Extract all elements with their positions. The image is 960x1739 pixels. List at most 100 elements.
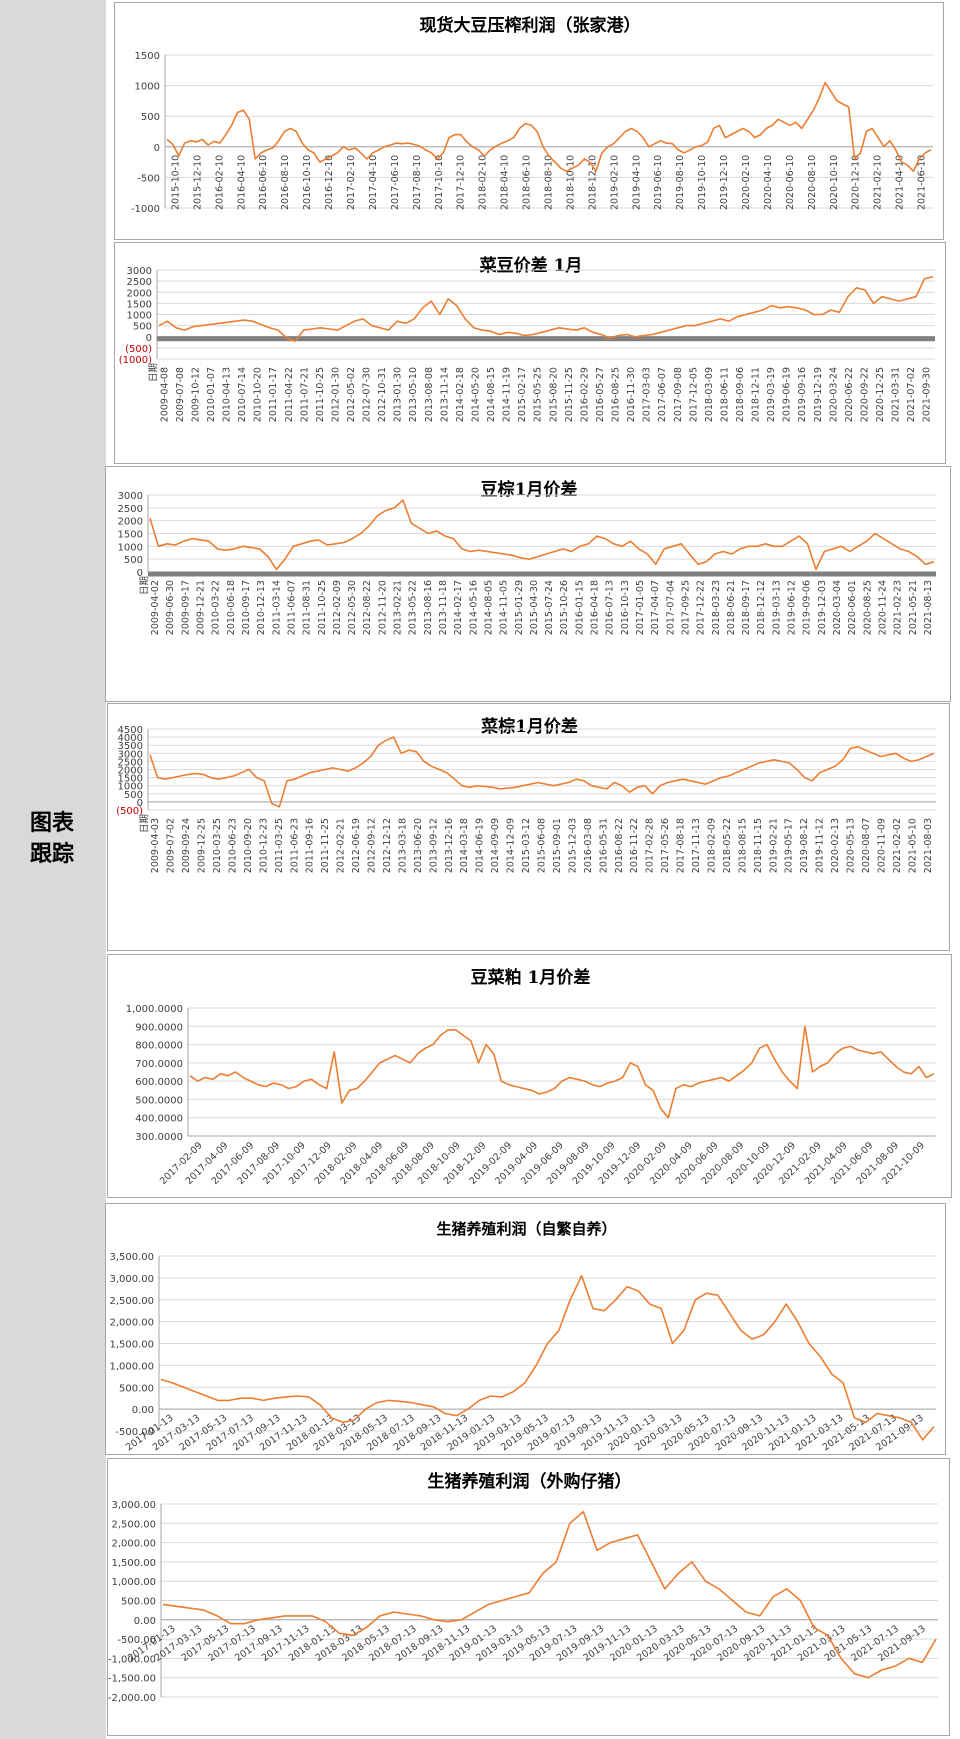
x-tick-label: 2014-02-18 [455,367,466,422]
y-tick-label: 3000 [118,491,143,502]
x-tick-label: 2018-03-23 [711,580,722,635]
y-tick-label: 400.0000 [135,1114,183,1125]
x-tick-label: 2021-08-13 [923,580,934,635]
y-tick-label: 2,500.00 [109,1296,154,1307]
y-tick-label: 4000 [118,733,143,744]
y-tick-label: 2,000.00 [111,1539,156,1550]
x-tick-label: 2010-10-20 [253,367,264,422]
x-tick-label: 2014-02-17 [453,580,464,635]
y-tick-label: 3500 [118,741,143,752]
chart-1: 现货大豆压榨利润（张家港） -1000 -500 0 500 1000 1500 2015-1… [131,15,933,215]
x-tick-label: 2018-04-10 [500,155,511,210]
y-tick-label: -1,500.00 [108,1674,156,1685]
x-tick-label: 2018-12-10 [587,155,598,210]
x-tick-label: 2013-05-22 [408,580,419,635]
x-tick-label: 2010-06-18 [226,580,237,635]
x-tick-label: 2018-06-21 [726,580,737,635]
x-tick-label: 2017-12-22 [696,580,707,635]
y-tick-label: 500.00 [121,1597,156,1608]
x-tick-label: 2015-06-08 [537,818,548,873]
x-tick-label: 2015-12-03 [567,818,578,873]
x-tick-label: 2017-12-10 [456,155,467,210]
x-tick-label: 2018-08-10 [544,155,555,210]
x-tick-label: 2019-06-12 [787,580,798,635]
y-tick-label: 700.0000 [135,1059,183,1070]
x-tick-label: 2019-08-10 [675,155,686,210]
x-tick-label: 2018-06-11 [719,367,730,422]
x-tick-label: 2018-03-09 [704,367,715,422]
y-tick-label: 1,000.00 [109,1361,154,1372]
x-tick-label: 2009-07-08 [175,367,186,422]
y-tick-label: 500.0000 [135,1095,183,1106]
x-tick-label: 2019-02-10 [609,155,620,210]
x-tick-label: 2011-06-23 [289,818,300,873]
x-tick-label: 2018-10-10 [565,155,576,210]
chart-panel-6: 生猪养殖利润（自繁自养） -500.00 0.00 500.00 1,000.00 1,5… [105,1203,946,1455]
x-tick-label: 2016-10-13 [620,580,631,635]
y-tick-label: 900.0000 [135,1022,183,1033]
x-tick-label: 2009-09-17 [180,580,191,635]
x-tick-label: 2015-09-01 [552,818,563,873]
x-tick-label: 2021-05-10 [907,818,918,873]
series-line [160,1274,935,1441]
x-tick-label: 2016-06-10 [258,155,269,210]
x-tick-label: 2020-09-22 [859,367,870,422]
x-tick-label: 2015-03-12 [521,818,532,873]
x-tick-label: 2014-11-05 [499,580,510,635]
y-tick-label: 1500 [118,530,143,541]
x-tick-label: 2010-09-17 [241,580,252,635]
x-tick-label: 2018-06-10 [522,155,533,210]
y-tick-label: (500) [116,806,143,817]
x-tick-label: 2010-03-22 [211,580,222,635]
x-tick-label: 2017-01-05 [635,580,646,635]
x-tick-label: 2020-05-13 [846,818,857,873]
chart-title: 现货大豆压榨利润（张家港） [420,15,641,36]
x-tick-label: 2018-12-11 [751,367,762,422]
chart-6: 生猪养殖利润（自繁自养） -500.00 0.00 500.00 1,000.00 1,5… [109,1220,936,1453]
x-tick-label: 2021-04-10 [895,155,906,210]
x-tick-label: 2009-04-02 [150,580,161,635]
y-tick-label: 0.00 [134,1616,156,1627]
x-tick-label: 2013-03-18 [397,818,408,873]
x-tick-label: 2013-12-16 [444,818,455,873]
x-tick-label: 2018-12-12 [756,580,767,635]
x-tick-label: 2017-07-04 [665,580,676,635]
x-tick-label: 2021-09-30 [922,367,933,422]
y-tick-label: 2,500.00 [111,1519,156,1530]
x-tick-label: 2009-04-03 [150,818,161,873]
x-tick-label: 2021-06-10 [917,155,928,210]
chart-4: 菜棕1月价差(500)05001000150020002500300035004… [116,716,936,873]
y-tick-label: -1000 [131,204,160,215]
y-tick-label: 1000 [118,782,143,793]
x-tick-label: 2020-08-10 [807,155,818,210]
x-tick-label: 2017-02-10 [346,155,357,210]
x-tick-label: 2015-12-10 [192,155,203,210]
y-tick-label: 0 [137,568,143,579]
x-tick-label: 2018-11-15 [753,818,764,873]
y-tick-label: 1,000.0000 [126,1004,183,1015]
chart-7: 生猪养殖利润（外购仔猪） -2,000.00 -1,500.00 -1,000.00 -… [108,1471,938,1704]
y-tick-label: -500.00 [117,1635,156,1646]
x-tick-label: 2010-07-14 [237,367,248,422]
x-tick-label: 2014-11-19 [502,367,513,422]
x-tick-label: 2016-04-10 [236,155,247,210]
series-line [189,1025,935,1119]
x-tick-label: 2017-05-26 [660,818,671,873]
x-tick-label: 2015-04-30 [529,580,540,635]
x-tick-label: 2017-09-25 [680,580,691,635]
x-tick-label: 2010-12-23 [258,818,269,873]
series-line [149,736,935,808]
x-tick-label: 2016-05-31 [598,818,609,873]
x-tick-label: 2017-06-10 [390,155,401,210]
x-tick-label: 2018-08-15 [737,818,748,873]
y-tick-label: 1500 [135,51,160,62]
x-tick-label: 2017-04-10 [368,155,379,210]
x-tick-label: 2020-10-10 [829,155,840,210]
chart-title: 菜豆价差 1月 [479,255,583,276]
x-tick-label: 2014-03-18 [459,818,470,873]
y-tick-label: (1000) [119,355,152,366]
x-tick-label: 2016-08-10 [280,155,291,210]
x-tick-label: 2016-02-29 [579,367,590,422]
y-tick-label: 1,000.00 [111,1577,156,1588]
x-tick-label: 2019-12-10 [719,155,730,210]
